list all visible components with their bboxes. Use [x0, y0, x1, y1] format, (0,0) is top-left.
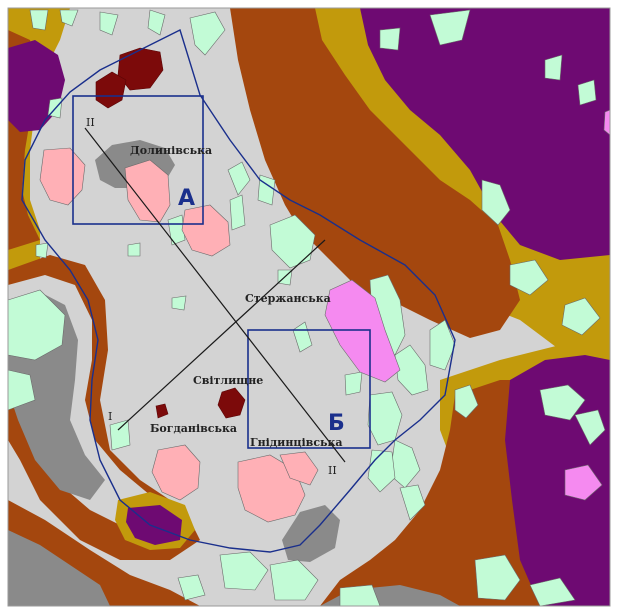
box-label-a: А	[178, 186, 195, 211]
deposit-label-bohdanivska: Богданівська	[150, 422, 237, 435]
box-label-b: Б	[328, 411, 345, 436]
map-border	[7, 7, 611, 607]
profile-label-i: I	[108, 410, 112, 423]
magenta-bodies	[324, 109, 611, 501]
maroon-bodies	[95, 47, 246, 419]
dark-gray-bottom-left	[8, 530, 110, 606]
field-boundary-outline	[21, 29, 456, 553]
profile-line-i-ii	[117, 239, 326, 431]
profile-lines	[84, 127, 346, 463]
profile-line-ii-ii	[84, 127, 346, 463]
profile-label-ii-bottom: II	[328, 464, 337, 477]
mint-outcrops	[7, 9, 606, 607]
study-box-a	[72, 95, 204, 225]
deposit-label-sterzhanska: Стержанська	[245, 292, 331, 305]
profile-label-ii-top: II	[86, 116, 95, 129]
brown-formation-right	[230, 8, 520, 338]
purple-patch-bottom-left	[126, 505, 182, 545]
deposit-label-hnidyntsivska: Гнідинцівська	[250, 436, 343, 449]
deposit-label-dolynska: Долинівська	[130, 144, 212, 157]
study-box-b	[247, 329, 371, 449]
deposit-label-svitlyshche: Світлищне	[193, 374, 263, 387]
